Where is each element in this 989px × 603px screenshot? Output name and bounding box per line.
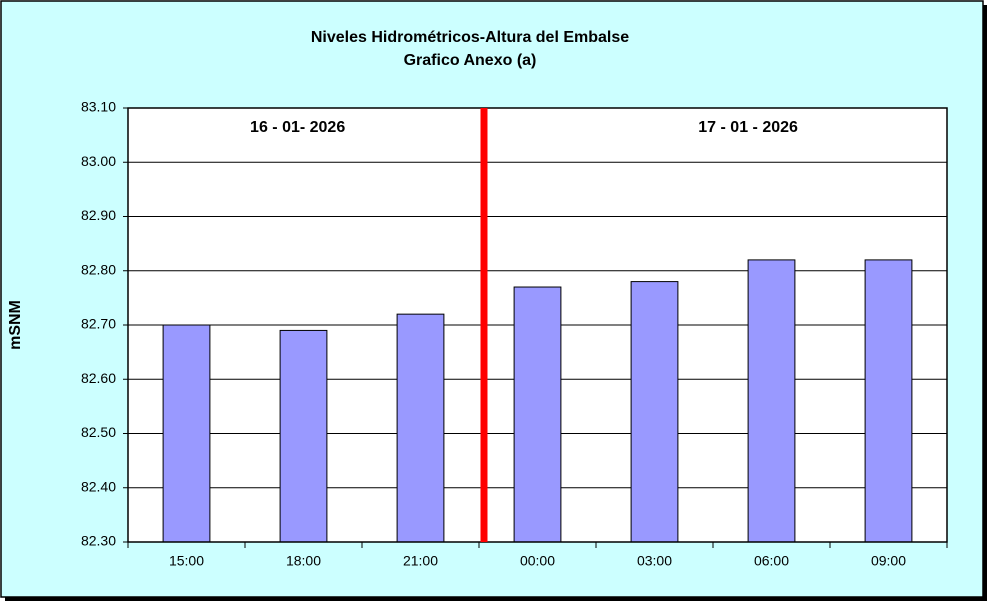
y-tick-label: 82.60 [81, 370, 116, 386]
y-tick-label: 83.10 [81, 99, 116, 115]
date-annotation: 16 - 01- 2026 [250, 119, 345, 136]
date-annotation: 17 - 01 - 2026 [698, 119, 798, 136]
bar [396, 313, 445, 543]
x-tick-label: 18:00 [286, 553, 321, 569]
y-tick-label: 82.50 [81, 424, 116, 440]
x-tick-label: 06:00 [754, 553, 789, 569]
x-tick-label: 21:00 [403, 553, 438, 569]
chart-subtitle: Grafico Anexo (a) [404, 52, 537, 69]
y-axis-label: mSNM [7, 300, 24, 350]
plot-border [127, 107, 948, 543]
bar [513, 286, 562, 543]
bar [162, 324, 211, 543]
x-tick-label: 15:00 [169, 553, 204, 569]
y-tick-label: 82.80 [81, 261, 116, 277]
bar [864, 259, 913, 543]
y-tick-label: 82.70 [81, 316, 116, 332]
chart-title: Niveles Hidrométricos-Altura del Embalse [311, 29, 629, 46]
bar [747, 259, 796, 543]
bar [279, 329, 328, 543]
y-tick-label: 83.00 [81, 153, 116, 169]
y-tick-label: 82.30 [81, 533, 116, 549]
y-tick-label: 82.40 [81, 478, 116, 494]
x-tick-label: 03:00 [637, 553, 672, 569]
bar [630, 281, 679, 543]
x-tick-label: 09:00 [871, 553, 906, 569]
x-tick-label: 00:00 [520, 553, 555, 569]
y-tick-label: 82.90 [81, 207, 116, 223]
